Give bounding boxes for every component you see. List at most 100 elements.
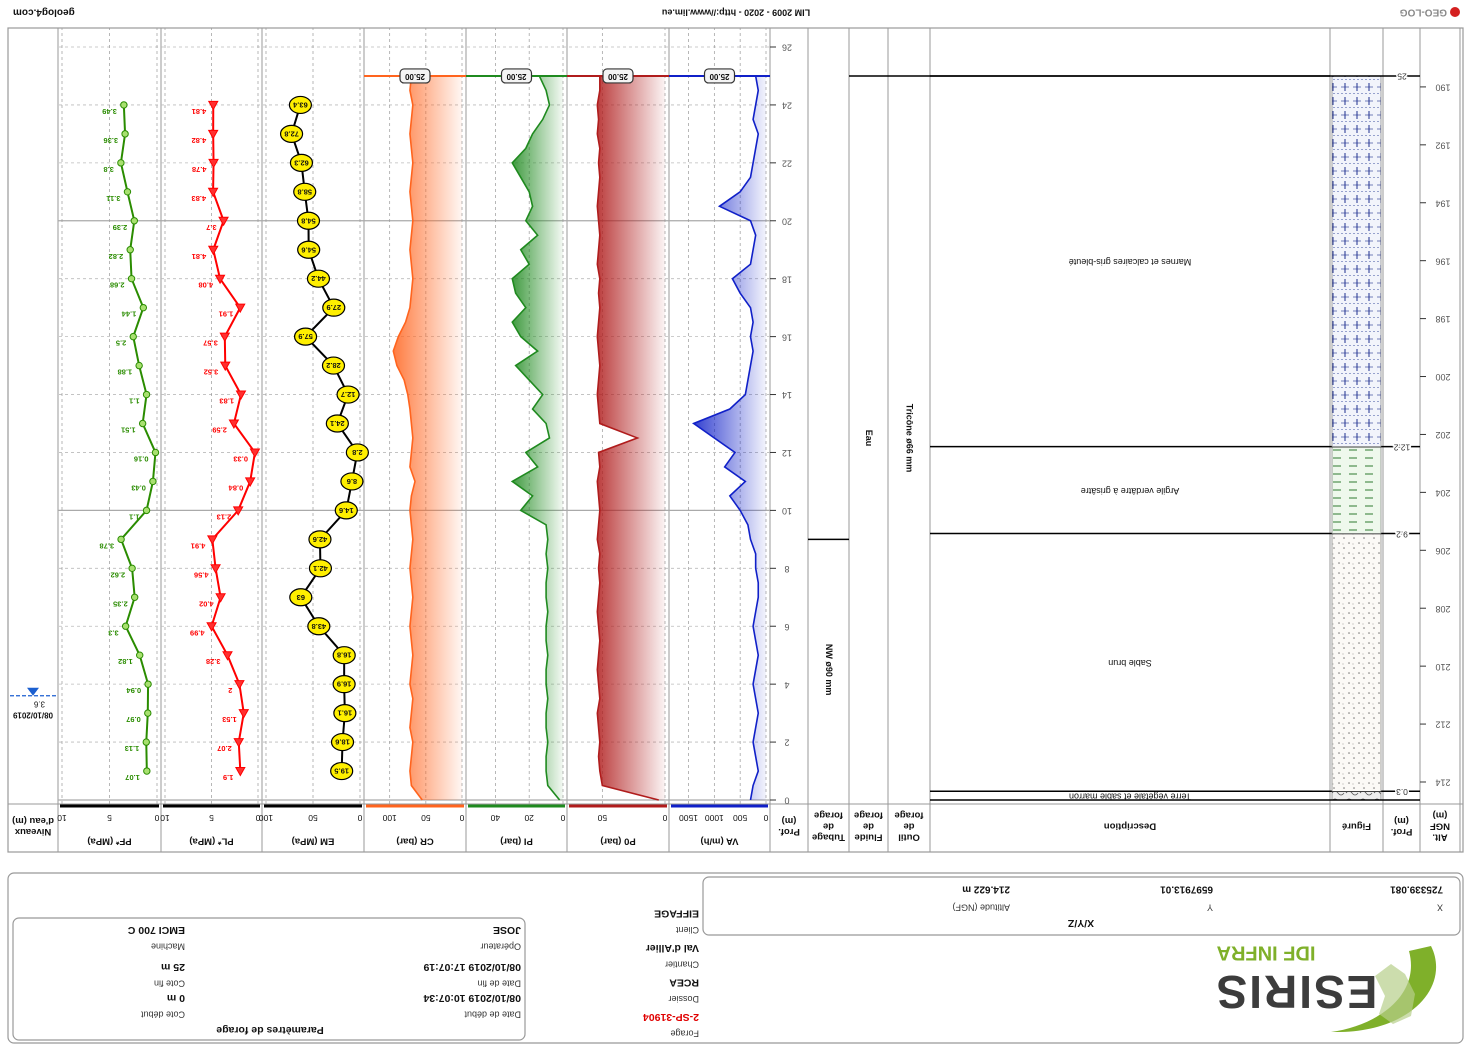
test-value-label: 4.81 bbox=[192, 252, 207, 261]
curve-tick-label: 20 bbox=[524, 813, 534, 823]
column-header: forage bbox=[814, 809, 843, 820]
test-point bbox=[219, 361, 231, 372]
xyz-label: Altitude (NGF) bbox=[952, 903, 1010, 913]
depth-tick-label: 0 bbox=[784, 796, 789, 806]
test-point bbox=[325, 414, 349, 433]
curve-line bbox=[392, 75, 423, 801]
brand-icon bbox=[1450, 7, 1460, 17]
test-point bbox=[233, 738, 245, 748]
test-value-label: 4.08 bbox=[198, 281, 213, 290]
water-date: 08/10/2019 bbox=[12, 711, 53, 720]
test-value-label: 2.35 bbox=[113, 599, 128, 608]
test-value-label: 3.3 bbox=[108, 628, 118, 637]
test-point bbox=[151, 448, 160, 457]
test-point bbox=[296, 211, 321, 230]
test-value-label: 1.83 bbox=[219, 397, 234, 406]
column-header: (m) bbox=[1394, 815, 1409, 826]
test-value-label: 43.8 bbox=[312, 622, 327, 631]
test-point bbox=[207, 129, 219, 140]
casing-label: NW ø90 mm bbox=[824, 644, 834, 696]
test-value-label: 16.9 bbox=[337, 680, 352, 689]
altitude-tick-label: 196 bbox=[1435, 256, 1450, 266]
parameters-title: Paramètres de forage bbox=[216, 1024, 324, 1036]
test-point bbox=[238, 709, 250, 719]
curve-area bbox=[597, 75, 665, 800]
test-line bbox=[290, 104, 359, 772]
test-point bbox=[215, 593, 226, 603]
test-point bbox=[235, 390, 247, 401]
test-point bbox=[228, 419, 240, 430]
column-header: Fluide bbox=[855, 831, 883, 842]
test-point bbox=[130, 217, 138, 225]
test-value-label: 1.51 bbox=[121, 426, 136, 435]
xyz-value: 6597913.01 bbox=[1160, 883, 1213, 894]
end-label-box bbox=[602, 68, 634, 84]
test-value-label: 2.8 bbox=[352, 448, 362, 457]
test-value-label: 54.8 bbox=[301, 216, 316, 225]
logo-name: ESIRIS bbox=[1215, 966, 1378, 1018]
test-value-label: 4.02 bbox=[199, 599, 214, 608]
test-point bbox=[244, 477, 256, 487]
curve-tick-label: 500 bbox=[733, 813, 747, 823]
lithology-pattern bbox=[1331, 446, 1382, 534]
test-point bbox=[121, 130, 129, 138]
column-header: de bbox=[863, 820, 874, 831]
test-point bbox=[128, 564, 136, 573]
field-label: Chantier bbox=[665, 960, 699, 970]
test-header: PF* (MPa) bbox=[87, 835, 131, 846]
test-value-label: 2.59 bbox=[212, 426, 227, 435]
test-point bbox=[293, 327, 318, 346]
depth-tick-label: 22 bbox=[782, 158, 792, 168]
test-tick-label: 0 bbox=[357, 813, 362, 823]
parameter-value: 08/10/2019 10:07:34 bbox=[423, 992, 521, 1004]
test-point bbox=[340, 472, 364, 491]
layer-description: Terre végétale et sable marron bbox=[1069, 791, 1191, 801]
depth-tick-label: 6 bbox=[784, 622, 789, 632]
test-value-label: 4.56 bbox=[194, 570, 209, 579]
test-value-label: 28.2 bbox=[326, 361, 341, 370]
test-point bbox=[139, 303, 148, 312]
test-value-label: 3.7 bbox=[206, 223, 216, 232]
parameter-value: 0 m bbox=[167, 992, 185, 1004]
test-point bbox=[234, 303, 246, 314]
layer-depth-label: 9.2 bbox=[1396, 529, 1408, 539]
test-value-label: 4.91 bbox=[191, 541, 206, 550]
curve-tick-label: 100 bbox=[382, 813, 396, 823]
test-point bbox=[321, 356, 346, 375]
layer-description: Marnes et calcaires gris-bleuté bbox=[1069, 257, 1192, 267]
test-point bbox=[207, 187, 219, 198]
field-label: Client bbox=[675, 925, 699, 935]
depth-tick-label: 10 bbox=[782, 506, 792, 516]
logo-graphic bbox=[1331, 946, 1437, 1033]
altitude-tick-label: 204 bbox=[1435, 488, 1450, 498]
depth-tick-label: 16 bbox=[782, 332, 792, 342]
footer-site: geolog4.com bbox=[13, 6, 75, 17]
test-value-label: 3.57 bbox=[203, 339, 218, 348]
test-point bbox=[288, 95, 313, 115]
curve-tick-label: 0 bbox=[662, 813, 667, 823]
parameter-label: Date de fin bbox=[477, 979, 521, 989]
depth-tick-label: 2 bbox=[784, 738, 789, 748]
curve-tick-label: 50 bbox=[597, 813, 607, 823]
xyz-title: X/Y/Z bbox=[1067, 917, 1094, 929]
test-value-label: 0.16 bbox=[134, 454, 149, 463]
test-value-label: 2.68 bbox=[110, 281, 125, 290]
test-value-label: 0.84 bbox=[228, 483, 243, 492]
curve-area bbox=[693, 75, 766, 800]
test-point bbox=[135, 361, 143, 370]
test-value-label: 1.44 bbox=[121, 310, 136, 319]
fluid-label: Eau bbox=[864, 430, 874, 447]
test-point bbox=[144, 709, 152, 717]
curve-header: CR (bar) bbox=[396, 835, 433, 846]
test-value-label: 0.33 bbox=[233, 454, 248, 463]
test-point bbox=[332, 675, 356, 694]
xyz-label: Y bbox=[1207, 903, 1213, 913]
curve-header: VA (m/h) bbox=[701, 835, 739, 846]
depth-tick-label: 12 bbox=[782, 448, 792, 458]
test-point bbox=[219, 332, 231, 343]
footer-credit: LIM 2009 - 2020 - http://www.lim.eu bbox=[662, 8, 810, 18]
altitude-tick-label: 200 bbox=[1435, 372, 1450, 382]
curve-line bbox=[691, 75, 760, 801]
altitude-tick-label: 194 bbox=[1435, 198, 1450, 208]
